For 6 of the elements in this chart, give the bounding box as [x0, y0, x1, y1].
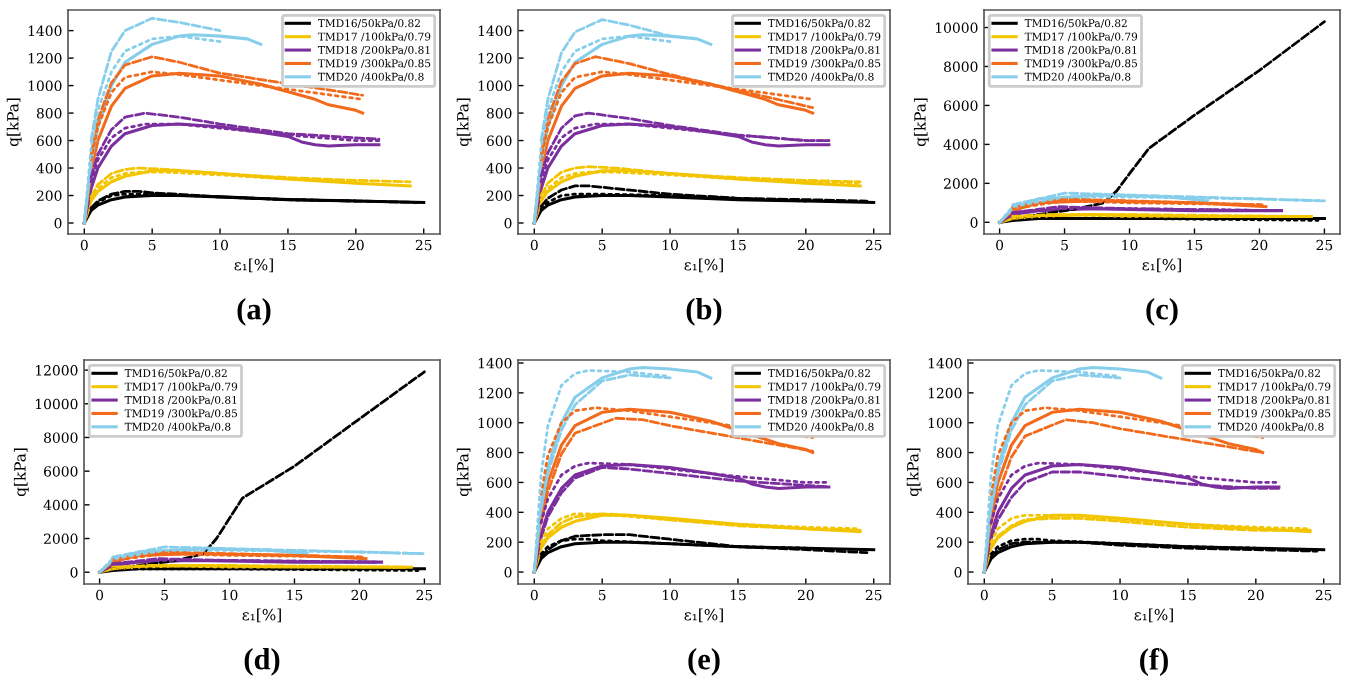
text: (e) [688, 648, 720, 676]
text: (a) [237, 298, 271, 326]
text: (f) [1140, 648, 1168, 677]
text: (c) [1146, 298, 1178, 326]
text: (b) [686, 298, 722, 326]
text: (d) [244, 648, 280, 676]
